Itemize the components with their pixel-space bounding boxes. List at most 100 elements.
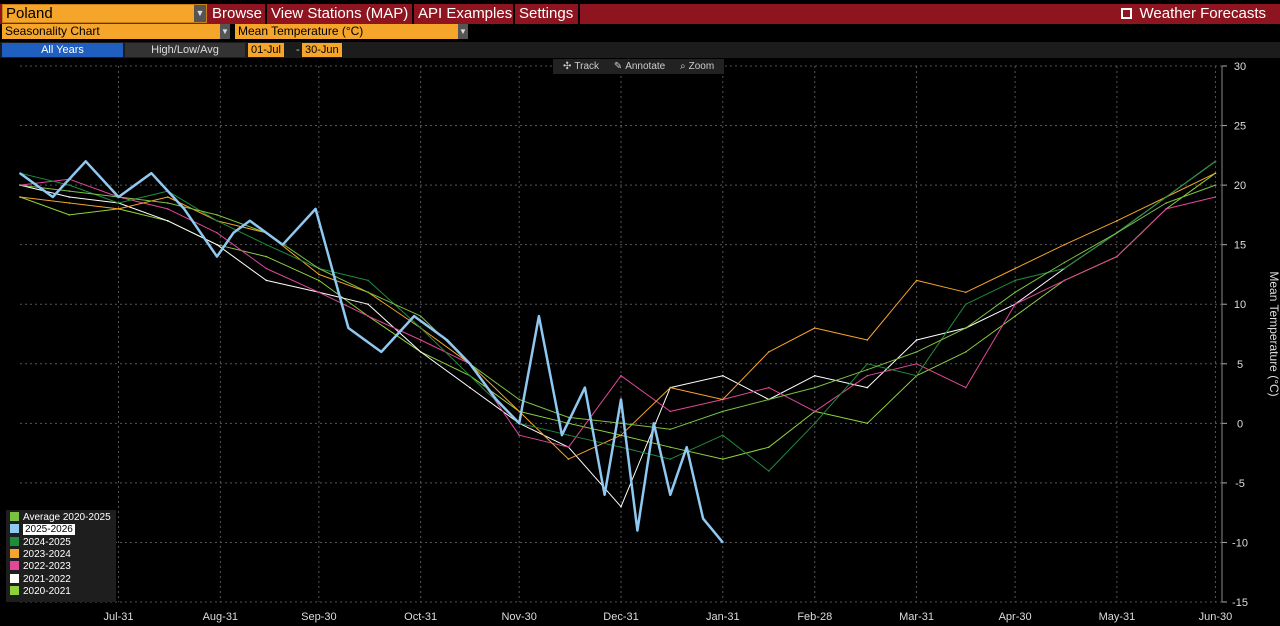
x-tick-label: Jun-30 [1199,611,1233,623]
chevron-down-icon[interactable]: ▼ [220,24,230,39]
data-point [620,398,622,401]
track-label: Track [574,61,600,72]
data-point [813,422,816,425]
data-point [767,386,770,389]
legend-entry[interactable]: 2021-2022 [10,573,71,586]
legend-entry[interactable]: 2022-2023 [10,561,71,573]
x-tick-label: Dec-31 [603,611,638,623]
data-point [68,214,71,216]
menu-divider [578,4,580,24]
data-point [216,220,218,222]
legend-label: 2021-2022 [23,573,71,585]
data-point [446,339,448,341]
zoom-tool[interactable]: ⌕ Zoom [680,61,714,72]
data-point [915,351,918,353]
tab-high-low-avg[interactable]: High/Low/Avg [125,43,245,57]
data-point [1063,243,1066,246]
legend-entry[interactable]: 2023-2024 [10,548,71,561]
data-point [419,351,422,353]
data-point [722,398,724,401]
data-point [166,208,169,210]
data-point [1165,196,1167,198]
legend-label: 2022-2023 [23,561,71,573]
data-point [813,386,816,389]
legend-entry[interactable]: 2024-2025 [10,536,71,549]
data-point [216,255,218,258]
date-dash: - [296,44,300,56]
data-point [915,279,918,282]
legend-swatch [10,561,19,571]
data-point [19,196,21,198]
top-menu-bar [0,4,1280,24]
data-point [1014,267,1016,270]
data-point [518,434,520,437]
data-point [567,416,570,419]
menu-divider [513,4,515,24]
menu-api-examples[interactable]: API Examples [418,5,513,22]
legend-entry[interactable]: Average 2020-2025 [10,512,111,524]
country-selector[interactable]: Poland ▼ [2,4,207,23]
track-tool[interactable]: ✣ Track [563,61,599,72]
x-tick-label: May-31 [1099,611,1136,623]
legend-swatch [10,536,19,546]
data-point [216,231,218,234]
y-tick-label: 20 [1234,180,1246,192]
data-point [722,541,724,544]
data-point [965,291,967,294]
data-point [367,279,369,282]
menu-browse[interactable]: Browse [212,5,263,22]
data-point [419,315,422,317]
chart-legend: Average 2020-2025 2025-2026 2024-2025 2023-… [6,510,116,602]
data-point [518,410,520,413]
data-point [722,410,724,413]
legend-entry[interactable]: 2025-2026 [10,524,75,536]
menu-settings[interactable]: Settings [519,5,574,22]
data-point [518,398,520,401]
y-tick-label: -5 [1235,478,1245,490]
seasonality-chart[interactable]: 30 25 20 15 10 5 0 -5 -10 -15 Jul-31 Aug-31 Sep-30 Oc… [0,58,1280,626]
series-line-2022-2023 [19,178,1216,448]
data-point [722,434,724,437]
data-point [469,362,471,365]
data-point [318,279,320,282]
chevron-down-icon[interactable]: ▼ [458,24,468,39]
legend-entry[interactable]: 2020-2021 [10,585,71,598]
annotate-label: Annotate [625,61,666,72]
tab-all-years[interactable]: All Years [2,43,123,57]
metric-dropdown[interactable]: Mean Temperature (°C) ▼ [235,24,468,39]
menu-view-stations[interactable]: View Stations (MAP) [271,5,409,22]
date-to-button[interactable]: 30-Jun [302,43,342,57]
data-point [1214,160,1217,163]
chart-type-value: Seasonality Chart [5,24,100,38]
series-line-2021-2022 [19,160,1216,508]
country-value: Poland [6,5,53,22]
data-point [669,386,672,389]
data-point [19,172,21,174]
x-tick-label: Oct-31 [404,611,437,623]
data-point [367,291,369,294]
data-point [518,422,520,425]
data-point [620,434,622,437]
external-link-icon [1120,8,1132,19]
data-point [68,202,71,204]
data-point [183,208,186,210]
data-point [166,196,169,198]
data-point [866,374,869,377]
date-from-button[interactable]: 01-Jul [248,43,284,57]
data-point [866,339,869,341]
x-tick-label: Mar-31 [899,611,934,623]
pencil-icon: ✎ [613,61,623,72]
y-tick-label: 10 [1234,299,1246,311]
data-point [367,303,369,306]
annotate-tool[interactable]: ✎ Annotate [614,61,665,72]
chart-type-dropdown[interactable]: Seasonality Chart ▼ [2,24,230,39]
data-point [813,410,816,413]
data-point [166,202,169,204]
data-point [19,184,21,186]
weather-forecasts-link[interactable]: Weather Forecasts [1120,4,1266,24]
data-point [767,351,770,353]
x-tick-label: Jan-31 [706,611,740,623]
chevron-down-icon[interactable]: ▼ [194,5,206,22]
legend-swatch [10,524,19,534]
data-point [1165,208,1167,210]
